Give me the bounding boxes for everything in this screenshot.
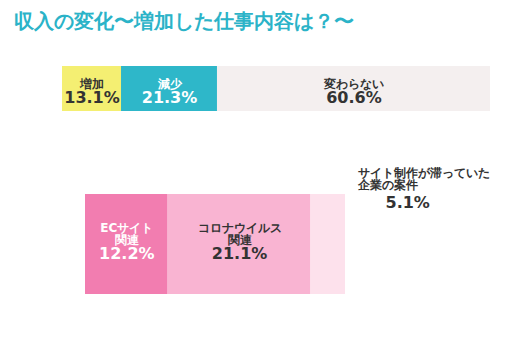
svg-text:サイト制作が滞っていた企業の案件: サイト制作が滞っていた企業の案件 xyxy=(357,166,490,192)
html-text:収入の変化〜増加した仕事内容は？〜: 収入の変化〜増加した仕事内容は？〜 xyxy=(14,9,354,33)
svg-text:コロナウイルス関連: コロナウイルス関連 xyxy=(198,221,282,247)
svg-text:60.6%: 60.6% xyxy=(326,88,382,107)
svg-text:13.1%: 13.1% xyxy=(64,88,120,107)
svg-text:ECサイト関連: ECサイト関連 xyxy=(100,221,153,247)
svg-text:12.2%: 12.2% xyxy=(99,244,155,263)
svg-text:減少: 減少 xyxy=(157,77,182,91)
svg-text:21.1%: 21.1% xyxy=(212,244,268,263)
svg-text:21.3%: 21.3% xyxy=(142,88,198,107)
svg-text:変わらない: 変わらない xyxy=(324,77,384,91)
svg-text:5.1%: 5.1% xyxy=(386,193,430,212)
svg-text:増加: 増加 xyxy=(80,77,104,91)
